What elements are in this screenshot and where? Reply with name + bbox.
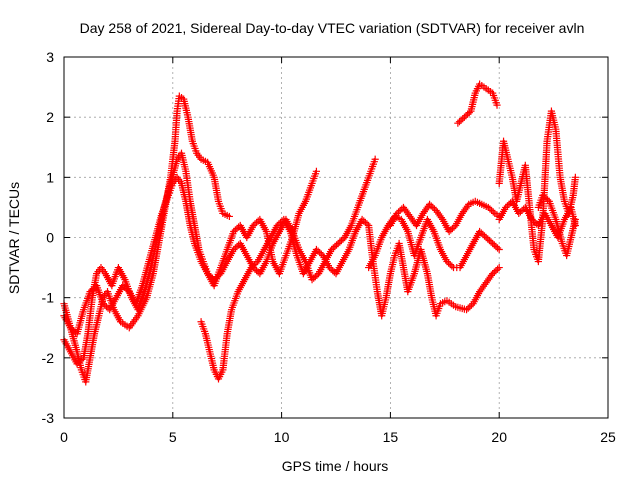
data-point-marker <box>225 212 233 221</box>
x-axis-label: GPS time / hours <box>282 458 389 474</box>
grid <box>64 57 608 418</box>
series-track-6 <box>386 197 503 236</box>
chart-title: Day 258 of 2021, Sidereal Day-to-day VTE… <box>80 20 585 36</box>
data-point-marker <box>495 245 503 254</box>
x-tick-label: 10 <box>274 429 290 445</box>
x-tick-label: 20 <box>491 429 507 445</box>
y-tick-label: -2 <box>42 350 55 366</box>
y-tick-label: 3 <box>46 49 54 65</box>
y-tick-label: -3 <box>42 410 55 426</box>
axis-ticks: 0 5 10 15 20 25 -3 -2 -1 0 1 2 3 <box>42 49 616 445</box>
data-point-marker <box>495 263 503 272</box>
series-track-7 <box>454 80 501 127</box>
series-track-2 <box>60 149 321 368</box>
y-tick-label: 1 <box>46 169 54 185</box>
data-point-marker <box>571 215 579 224</box>
y-tick-label: 0 <box>46 230 54 246</box>
series-track-4 <box>197 215 503 383</box>
series-track-10 <box>534 191 579 260</box>
series-track-5 <box>365 212 503 272</box>
x-tick-label: 0 <box>60 429 68 445</box>
y-axis-label: SDTVAR / TECUs <box>6 182 22 294</box>
y-tick-label: 2 <box>46 109 54 125</box>
data-point-marker <box>493 101 501 109</box>
data-markers <box>60 80 579 386</box>
x-tick-label: 15 <box>383 429 399 445</box>
x-tick-label: 5 <box>169 429 177 445</box>
series-track-3 <box>60 155 379 338</box>
series-track-8 <box>495 107 579 266</box>
data-point-marker <box>371 155 379 163</box>
data-point-marker <box>312 167 321 175</box>
y-tick-label: -1 <box>42 290 55 306</box>
data-point-marker <box>571 173 579 181</box>
x-tick-label: 25 <box>600 429 616 445</box>
